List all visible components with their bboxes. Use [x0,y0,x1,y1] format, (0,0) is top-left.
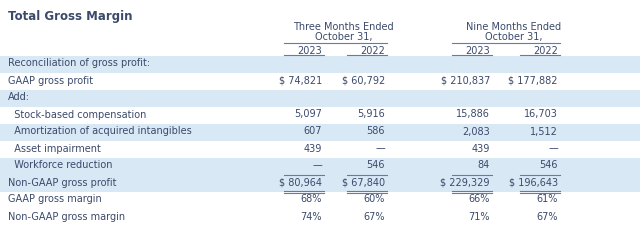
Text: 607: 607 [303,126,322,136]
Text: 67%: 67% [364,211,385,220]
Bar [0,192,640,209]
Text: Workforce reduction: Workforce reduction [8,160,113,170]
Text: Reconciliation of gross profit:: Reconciliation of gross profit: [8,58,150,68]
Text: 16,703: 16,703 [524,109,558,119]
Text: 439: 439 [472,143,490,153]
Bar [0,124,640,141]
Text: 67%: 67% [536,211,558,220]
Text: Nine Months Ended: Nine Months Ended [467,22,561,32]
Text: 84: 84 [477,160,490,170]
Text: —: — [312,160,322,170]
Text: Non-GAAP gross profit: Non-GAAP gross profit [8,177,116,187]
Text: $ 210,837: $ 210,837 [440,75,490,85]
Text: Stock-based compensation: Stock-based compensation [8,109,147,119]
Text: 71%: 71% [468,211,490,220]
Text: Amortization of acquired intangibles: Amortization of acquired intangibles [8,126,192,136]
Bar [0,91,640,108]
Text: $ 74,821: $ 74,821 [279,75,322,85]
Text: 5,916: 5,916 [357,109,385,119]
Text: 2023: 2023 [465,46,490,56]
Bar [0,209,640,226]
Text: 66%: 66% [468,194,490,204]
Text: Total Gross Margin: Total Gross Margin [8,10,132,23]
Text: Three Months Ended: Three Months Ended [293,22,394,32]
Bar [0,158,640,175]
Text: 60%: 60% [364,194,385,204]
Text: 1,512: 1,512 [530,126,558,136]
Text: 2,083: 2,083 [462,126,490,136]
Text: GAAP gross margin: GAAP gross margin [8,194,102,204]
Text: $ 177,882: $ 177,882 [509,75,558,85]
Text: —: — [548,143,558,153]
Text: $ 196,643: $ 196,643 [509,177,558,187]
Text: Add:: Add: [8,92,30,102]
Text: 546: 546 [540,160,558,170]
Text: Non-GAAP gross margin: Non-GAAP gross margin [8,211,125,220]
Text: 61%: 61% [536,194,558,204]
Text: 2022: 2022 [360,46,385,56]
Text: 439: 439 [303,143,322,153]
Text: $ 67,840: $ 67,840 [342,177,385,187]
Bar [0,57,640,74]
Text: 586: 586 [367,126,385,136]
Text: 5,097: 5,097 [294,109,322,119]
Text: 546: 546 [367,160,385,170]
Text: 2022: 2022 [533,46,558,56]
Text: October 31,: October 31, [315,32,372,42]
Bar [0,74,640,91]
Text: 68%: 68% [301,194,322,204]
Text: —: — [375,143,385,153]
Text: Asset impairment: Asset impairment [8,143,101,153]
Text: GAAP gross profit: GAAP gross profit [8,75,93,85]
Text: $ 229,329: $ 229,329 [440,177,490,187]
Text: $ 60,792: $ 60,792 [342,75,385,85]
Bar [0,175,640,192]
Text: October 31,: October 31, [485,32,543,42]
Bar [0,141,640,158]
Text: 2023: 2023 [297,46,322,56]
Bar [0,108,640,124]
Text: $ 80,964: $ 80,964 [279,177,322,187]
Text: 15,886: 15,886 [456,109,490,119]
Text: 74%: 74% [301,211,322,220]
